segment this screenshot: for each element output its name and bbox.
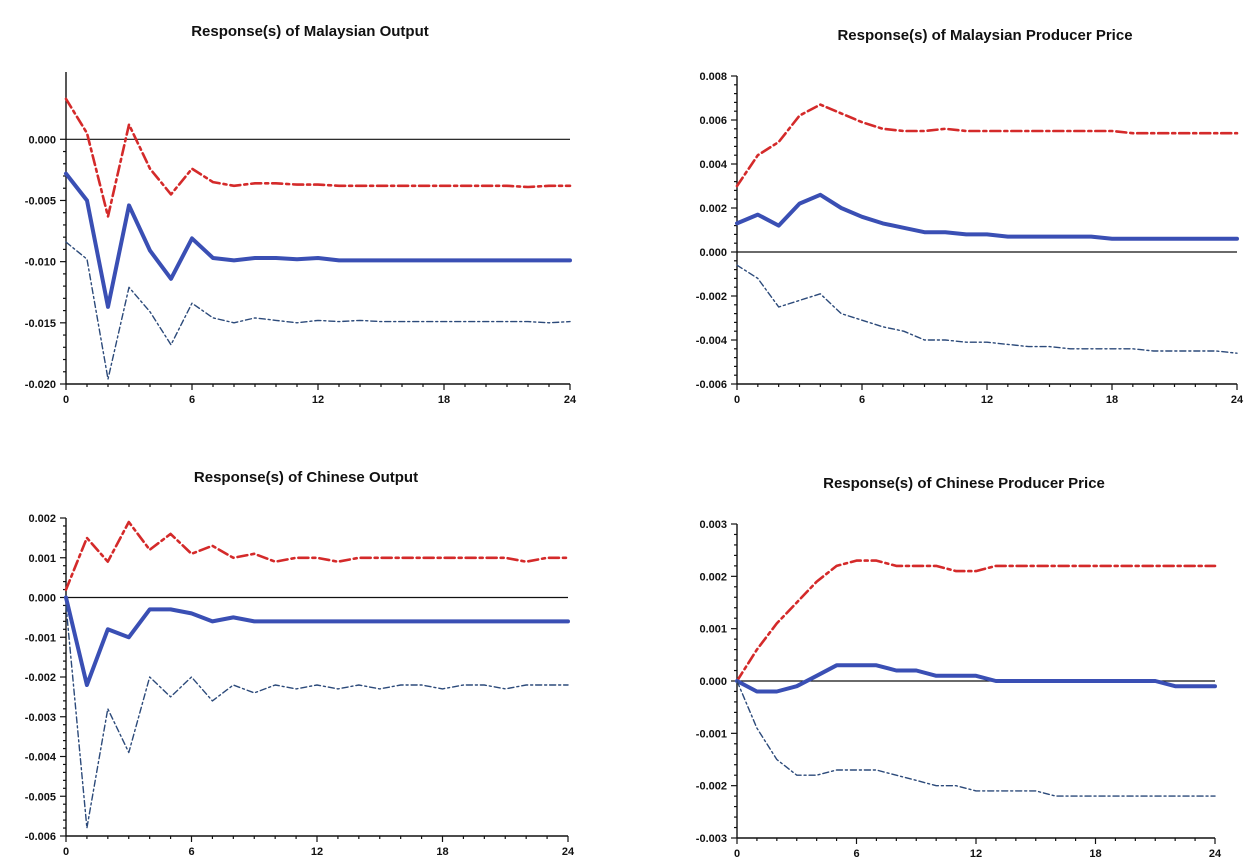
chart-title: Response(s) of Chinese Output <box>194 469 418 486</box>
y-tick-label: -0.010 <box>25 257 56 269</box>
y-tick-label: -0.015 <box>25 318 56 330</box>
x-tick-label: 0 <box>734 394 740 406</box>
y-tick-label: 0.001 <box>699 624 727 636</box>
y-tick-label: -0.020 <box>25 379 56 391</box>
series-line-upper <box>64 97 572 218</box>
x-tick-label: 6 <box>188 846 194 858</box>
y-tick-label: -0.002 <box>696 781 727 793</box>
x-tick-label: 12 <box>311 846 323 858</box>
x-tick-label: 24 <box>1209 848 1222 860</box>
x-tick-label: 0 <box>63 846 69 858</box>
y-tick-label: 0.000 <box>699 247 727 259</box>
series-line-upper <box>735 559 1217 683</box>
y-tick-label: 0.002 <box>699 571 727 583</box>
y-tick-label: 0.001 <box>28 553 56 565</box>
y-tick-label: 0.003 <box>699 519 727 531</box>
y-tick-label: -0.003 <box>25 712 56 724</box>
panel-chinese-producer-price: Response(s) of Chinese Producer Price 0.0… <box>696 475 1222 860</box>
y-tick-label: 0.008 <box>699 71 727 83</box>
y-tick-label: -0.004 <box>25 752 57 764</box>
x-tick-label: 18 <box>438 394 450 406</box>
x-tick-label: 24 <box>562 846 575 858</box>
panel-malaysian-output: Response(s) of Malaysian Output 0.000 -0.0… <box>25 23 577 406</box>
y-tick-label: 0.002 <box>28 513 56 525</box>
y-tick-label: 0.000 <box>699 676 727 688</box>
x-tick-label: 0 <box>63 394 69 406</box>
x-tick-label: 12 <box>970 848 982 860</box>
series-line-mid <box>64 171 572 309</box>
y-tick-label: -0.001 <box>696 728 727 740</box>
y-tick-label: -0.005 <box>25 195 56 207</box>
x-tick-label: 18 <box>436 846 448 858</box>
x-tick-label: 6 <box>859 394 865 406</box>
y-tick-label: -0.005 <box>25 791 56 803</box>
series-line-mid <box>735 663 1217 694</box>
y-tick-label: -0.003 <box>696 833 727 845</box>
series-line-lower <box>736 680 1216 797</box>
y-tick-label: 0.004 <box>699 159 727 171</box>
y-tick-label: -0.002 <box>696 291 727 303</box>
x-tick-label: 24 <box>564 394 577 406</box>
y-tick-label: -0.004 <box>696 335 728 347</box>
y-tick-label: 0.000 <box>28 134 56 146</box>
series-line-upper <box>735 103 1239 188</box>
x-tick-label: 6 <box>189 394 195 406</box>
x-tick-label: 0 <box>734 848 740 860</box>
y-tick-label: -0.006 <box>696 379 727 391</box>
panel-malaysian-producer-price: Response(s) of Malaysian Producer Price 0… <box>696 27 1244 406</box>
y-tick-label: 0.006 <box>699 115 727 127</box>
x-tick-label: 18 <box>1106 394 1118 406</box>
y-tick-label: 0.002 <box>699 203 727 215</box>
x-tick-label: 24 <box>1231 394 1244 406</box>
y-tick-label: -0.002 <box>25 672 56 684</box>
chart-title: Response(s) of Malaysian Output <box>191 23 429 40</box>
y-tick-label: 0.000 <box>28 593 56 605</box>
y-tick-label: -0.001 <box>25 632 56 644</box>
chart-title: Response(s) of Chinese Producer Price <box>823 475 1105 492</box>
series-line-mid <box>64 595 570 687</box>
x-tick-label: 18 <box>1089 848 1101 860</box>
chart-title: Response(s) of Malaysian Producer Price <box>837 27 1132 44</box>
series-line-lower <box>65 604 569 829</box>
series-line-upper <box>64 520 570 591</box>
series-line-lower <box>65 241 571 380</box>
y-tick-label: -0.006 <box>25 831 56 843</box>
x-tick-label: 6 <box>853 848 859 860</box>
series-line-mid <box>735 192 1239 241</box>
x-tick-label: 12 <box>981 394 993 406</box>
x-tick-label: 12 <box>312 394 324 406</box>
panel-chinese-output: Response(s) of Chinese Output 0.002 0.001 0… <box>25 469 575 858</box>
series-line-lower <box>736 264 1238 354</box>
